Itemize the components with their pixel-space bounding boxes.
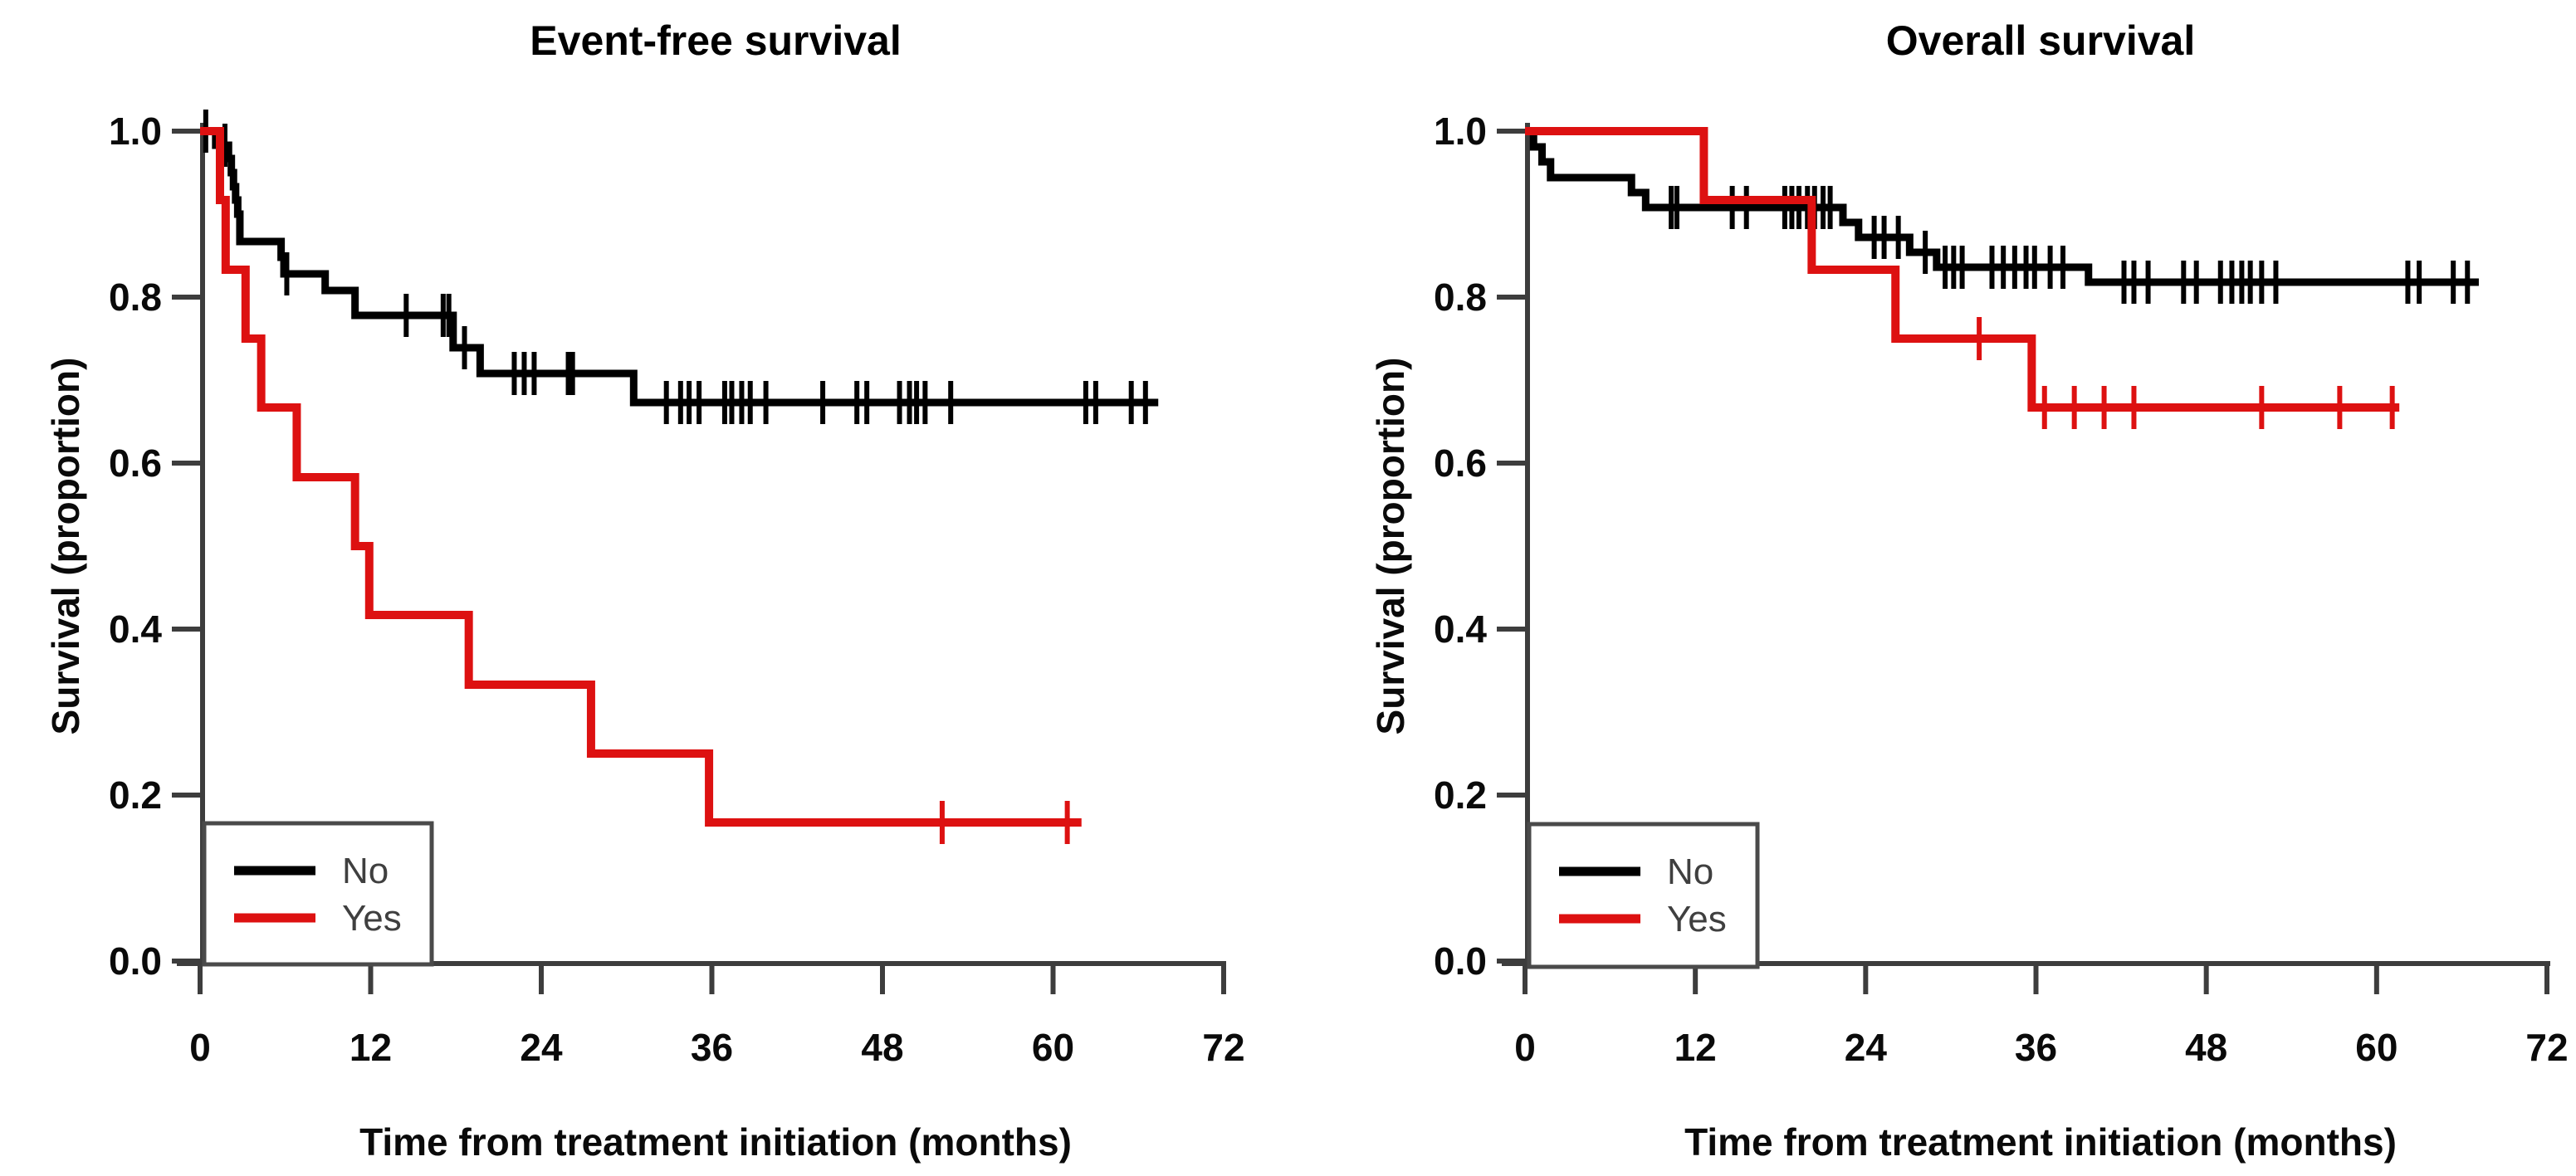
x-axis-title: Time from treatment initiation (months): [359, 1120, 1072, 1164]
legend-label-no: No: [1667, 852, 1713, 892]
x-axis-title: Time from treatment initiation (months): [1684, 1120, 2397, 1164]
x-tick-label: 72: [1202, 1026, 1244, 1069]
x-tick-label: 72: [2525, 1026, 2568, 1069]
y-tick-label: 1.0: [109, 110, 162, 153]
x-tick-label: 24: [520, 1026, 563, 1069]
survival-curve-yes: [200, 127, 1082, 827]
survival-curve-no: [200, 127, 1159, 407]
y-axis-title: Survival (proportion): [44, 358, 87, 735]
legend-label-no: No: [342, 851, 389, 891]
chart-title: Overall survival: [1886, 17, 2195, 64]
y-axis-title: Survival (proportion): [1369, 358, 1412, 735]
x-tick-label: 24: [1845, 1026, 1888, 1069]
y-tick-label: 0.8: [109, 276, 162, 319]
legend-label-yes: Yes: [1667, 899, 1727, 939]
legend-box: [202, 821, 434, 967]
chart-title: Event-free survival: [530, 17, 901, 64]
x-tick-label: 12: [1674, 1026, 1717, 1069]
y-tick-label: 0.8: [1434, 276, 1487, 319]
y-tick-label: 0.2: [1434, 773, 1487, 817]
x-tick-label: 60: [1032, 1026, 1074, 1069]
x-tick-label: 36: [2015, 1026, 2057, 1069]
x-tick-label: 0: [189, 1026, 211, 1069]
x-tick-label: 12: [349, 1026, 392, 1069]
legend-label-yes: Yes: [342, 898, 402, 939]
y-tick-label: 0.0: [1434, 939, 1487, 983]
y-tick-label: 0.2: [109, 773, 162, 817]
y-tick-label: 0.0: [109, 939, 162, 983]
x-tick-label: 48: [2185, 1026, 2227, 1069]
x-tick-label: 0: [1514, 1026, 1536, 1069]
y-tick-label: 0.6: [109, 442, 162, 485]
x-tick-label: 48: [861, 1026, 903, 1069]
x-tick-label: 36: [691, 1026, 733, 1069]
y-tick-label: 0.4: [1434, 608, 1487, 651]
legend-box: [1527, 822, 1760, 969]
y-tick-label: 1.0: [1434, 110, 1487, 153]
y-tick-label: 0.6: [1434, 442, 1487, 485]
survival-curve-yes: [1525, 127, 2400, 412]
x-tick-label: 60: [2355, 1026, 2398, 1069]
y-tick-label: 0.4: [109, 608, 162, 651]
